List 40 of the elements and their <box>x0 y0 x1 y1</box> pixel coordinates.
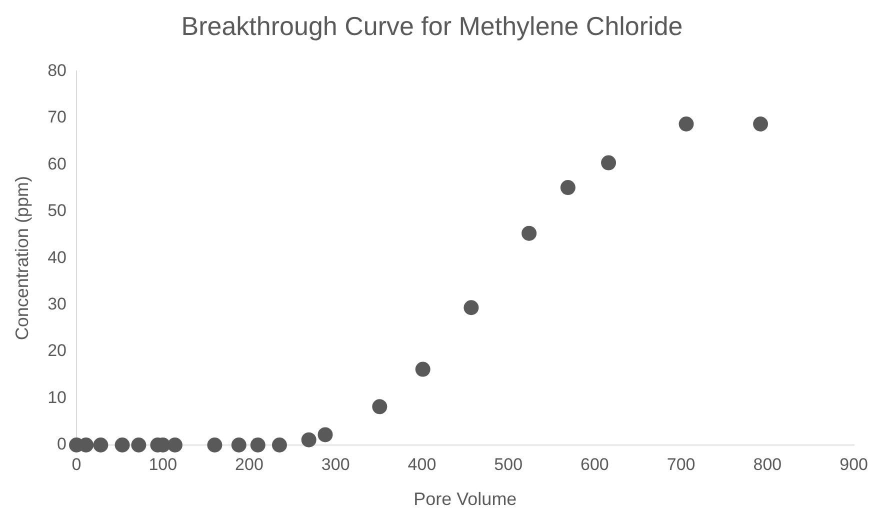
y-tick-label: 0 <box>57 434 67 454</box>
x-tick-label: 800 <box>753 454 782 474</box>
x-tick-label: 600 <box>580 454 609 474</box>
x-tick-label: 900 <box>840 454 868 474</box>
y-tick-label: 80 <box>48 60 67 80</box>
point <box>601 155 616 170</box>
x-axis-title: Pore Volume <box>414 489 517 510</box>
point <box>231 438 246 452</box>
point <box>522 226 537 241</box>
point <box>207 438 222 452</box>
x-tick-label: 200 <box>235 454 264 474</box>
point <box>415 362 430 377</box>
y-tick-label: 10 <box>48 388 67 407</box>
x-tick-label: 300 <box>321 454 350 474</box>
point <box>167 438 182 452</box>
point <box>372 399 388 414</box>
point <box>250 438 266 452</box>
y-tick-label: 40 <box>48 248 67 267</box>
y-axis-title: Concentration (ppm) <box>12 176 32 340</box>
y-tick-label: 50 <box>48 201 67 220</box>
point <box>464 300 479 316</box>
point <box>753 116 768 132</box>
y-tick-label: 20 <box>48 341 67 360</box>
point <box>560 180 576 196</box>
x-tick-label: 500 <box>494 454 523 474</box>
point <box>301 432 316 448</box>
y-tick-label: 70 <box>48 108 67 127</box>
point <box>114 438 130 452</box>
point <box>131 438 146 452</box>
point <box>678 116 694 132</box>
x-tick-label: 400 <box>408 454 436 474</box>
y-tick-label: 30 <box>48 294 67 314</box>
y-tick-label: 60 <box>48 154 67 174</box>
point <box>318 427 333 442</box>
x-tick-label: 0 <box>72 454 82 474</box>
point <box>93 438 108 452</box>
point <box>272 438 287 452</box>
x-tick-label: 100 <box>148 454 178 474</box>
x-tick-label: 700 <box>666 454 696 474</box>
chart-title: Breakthrough Curve for Methylene Chloride <box>181 10 683 41</box>
